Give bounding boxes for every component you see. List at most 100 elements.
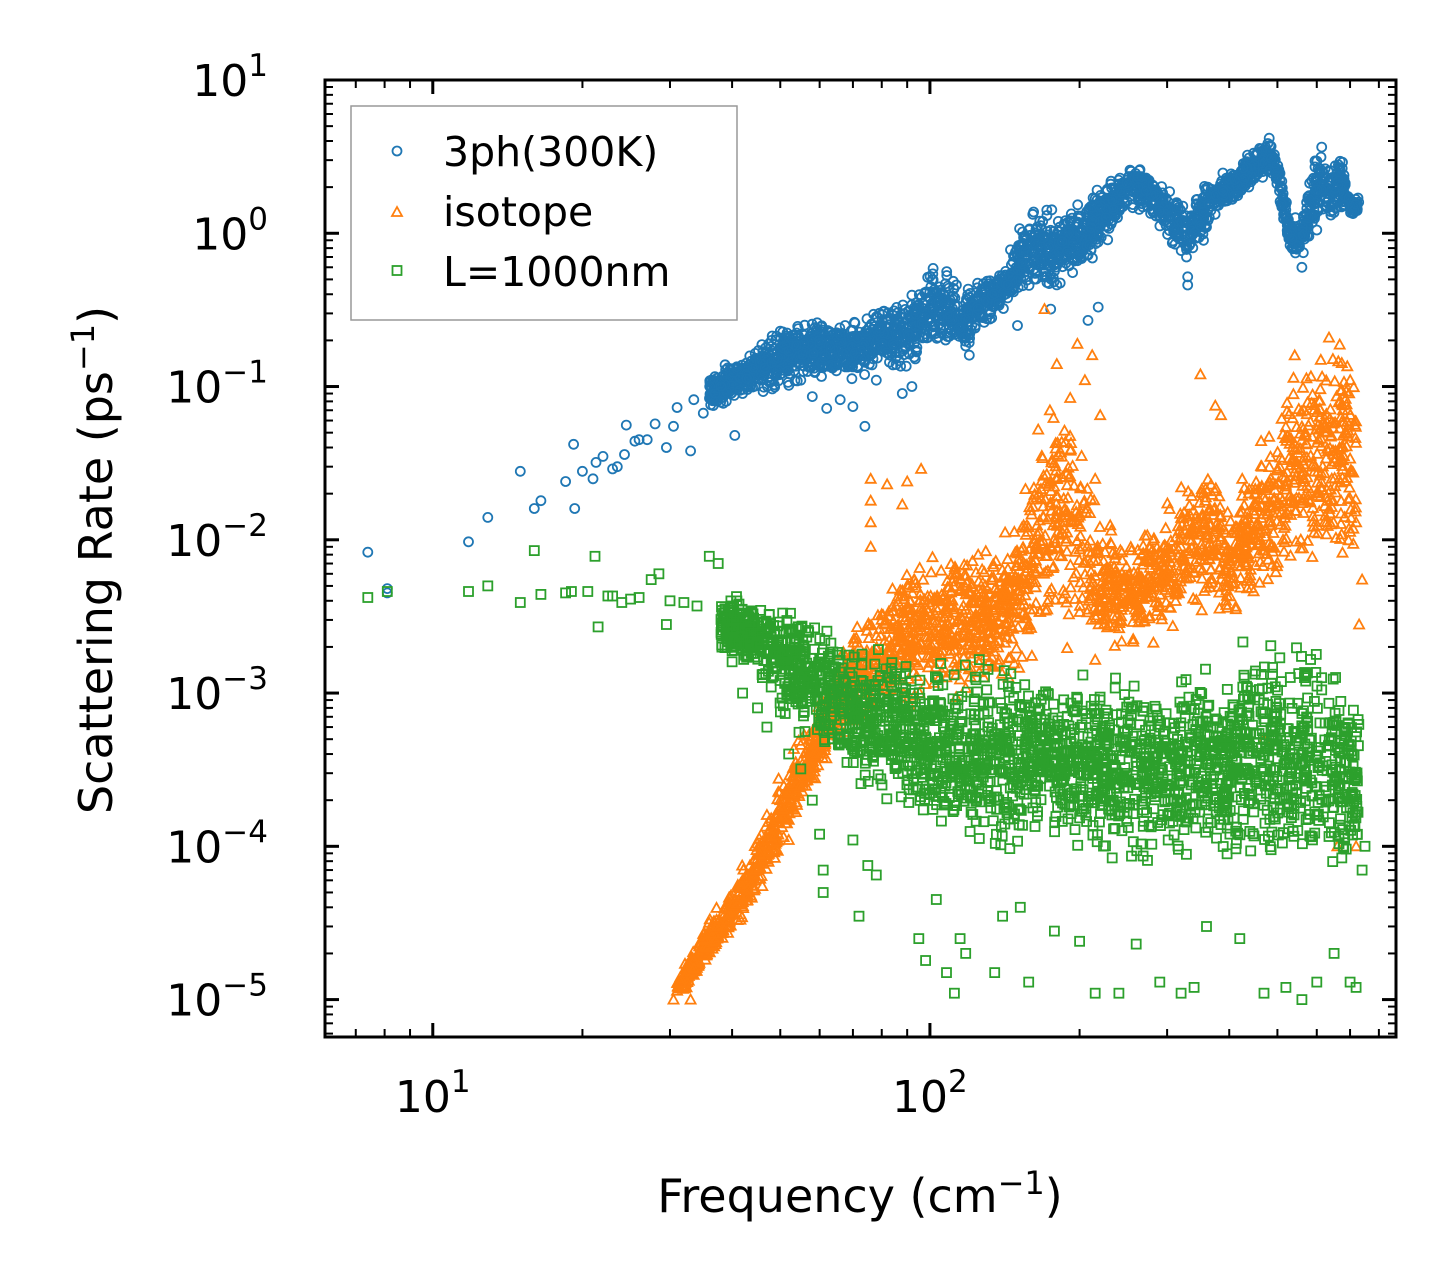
point-3ph-300k [1076, 253, 1087, 264]
point-3ph-300k [482, 512, 494, 523]
point-3ph-300k [906, 289, 918, 301]
point-3ph-300k [821, 402, 833, 414]
point-3ph-300k [896, 388, 908, 399]
point-3ph-300k [1281, 210, 1293, 222]
point-isotope [1093, 520, 1107, 532]
point-3ph-300k [825, 341, 836, 353]
point-3ph-300k [921, 321, 933, 333]
point-isotope [1159, 521, 1173, 534]
point-isotope [1262, 429, 1276, 442]
point-3ph-300k [1012, 320, 1023, 331]
point-3ph-300k [1265, 153, 1277, 164]
point-3ph-300k [927, 304, 939, 315]
point-3ph-300k [1184, 239, 1195, 251]
point-isotope [1254, 434, 1268, 447]
point-3ph-300k [1105, 178, 1117, 190]
point-3ph-300k [924, 270, 936, 282]
point-3ph-300k [685, 445, 696, 457]
point-isotope [1025, 649, 1039, 661]
point-isotope [1322, 502, 1336, 514]
point-isotope [1189, 593, 1203, 605]
point-3ph-300k [1067, 240, 1079, 252]
point-3ph-300k [1041, 204, 1053, 216]
point-isotope [1058, 435, 1072, 447]
point-isotope [965, 554, 980, 566]
point-3ph-300k [986, 289, 998, 301]
point-isotope [998, 525, 1012, 538]
point-3ph-300k [1085, 222, 1097, 234]
point-3ph-300k [1177, 234, 1189, 245]
point-3ph-300k [759, 362, 771, 374]
point-3ph-300k [929, 286, 941, 298]
point-3ph-300k [1329, 182, 1341, 194]
point-3ph-300k [808, 362, 820, 374]
point-3ph-300k [1072, 199, 1084, 211]
point-isotope [1324, 457, 1338, 470]
point-isotope [1204, 562, 1218, 575]
point-3ph-300k [668, 420, 679, 432]
point-3ph-300k [1066, 212, 1078, 224]
point-3ph-300k [938, 293, 950, 305]
point-3ph-300k [1017, 258, 1028, 270]
point-3ph-300k [916, 318, 927, 330]
point-isotope [1166, 619, 1180, 631]
point-3ph-300k [1028, 206, 1039, 218]
point-3ph-300k [587, 473, 599, 485]
point-3ph-300k [707, 400, 719, 411]
point-3ph-300k [1063, 227, 1075, 239]
point-3ph-300k [1284, 239, 1296, 251]
point-3ph-300k [942, 308, 953, 320]
point-3ph-300k [978, 296, 990, 308]
point-3ph-300k [882, 313, 894, 325]
point-3ph-300k [849, 347, 861, 359]
point-isotope [1057, 423, 1072, 436]
point-isotope [1334, 517, 1348, 529]
point-3ph-300k [741, 365, 753, 377]
point-isotope [913, 587, 927, 599]
point-3ph-300k [963, 307, 974, 319]
point-3ph-300k [919, 332, 930, 343]
point-3ph-300k [1257, 171, 1268, 183]
point-3ph-300k [514, 465, 526, 477]
point-3ph-300k [1191, 193, 1203, 205]
point-3ph-300k [795, 374, 807, 386]
point-isotope [1075, 591, 1089, 603]
point-3ph-300k [842, 353, 854, 365]
point-3ph-300k [1297, 222, 1308, 234]
point-3ph-300k [1296, 261, 1308, 273]
point-3ph-300k [953, 322, 965, 334]
point-3ph-300k [1067, 267, 1078, 279]
point-3ph-300k [731, 361, 743, 373]
point-3ph-300k [875, 323, 886, 335]
point-isotope [1218, 536, 1232, 549]
point-isotope [944, 557, 958, 569]
point-isotope [1074, 479, 1088, 492]
point-3ph-300k [1100, 215, 1112, 227]
point-isotope [924, 565, 938, 578]
point-3ph-300k [1232, 190, 1244, 202]
point-3ph-300k [772, 352, 784, 364]
point-3ph-300k [715, 381, 727, 392]
point-isotope [1063, 391, 1077, 403]
point-isotope [850, 620, 864, 632]
point-3ph-300k [892, 307, 903, 319]
point-3ph-300k [927, 274, 939, 286]
point-3ph-300k [1023, 261, 1035, 273]
point-3ph-300k [871, 312, 883, 324]
point-isotope [1288, 348, 1302, 361]
point-isotope [1326, 352, 1340, 365]
point-3ph-300k [569, 503, 581, 514]
point-isotope [1323, 506, 1337, 519]
point-3ph-300k [1127, 202, 1139, 214]
point-isotope [1322, 330, 1336, 343]
point-3ph-300k [1229, 174, 1240, 186]
point-3ph-300k [1181, 234, 1193, 246]
point-3ph-300k [1301, 196, 1312, 208]
point-3ph-300k [620, 419, 632, 431]
point-3ph-300k [1018, 239, 1030, 251]
point-isotope [1031, 422, 1045, 435]
point-3ph-300k [729, 429, 741, 441]
point-isotope [1126, 634, 1140, 647]
point-3ph-300k [1191, 214, 1203, 226]
point-isotope [1343, 373, 1357, 386]
